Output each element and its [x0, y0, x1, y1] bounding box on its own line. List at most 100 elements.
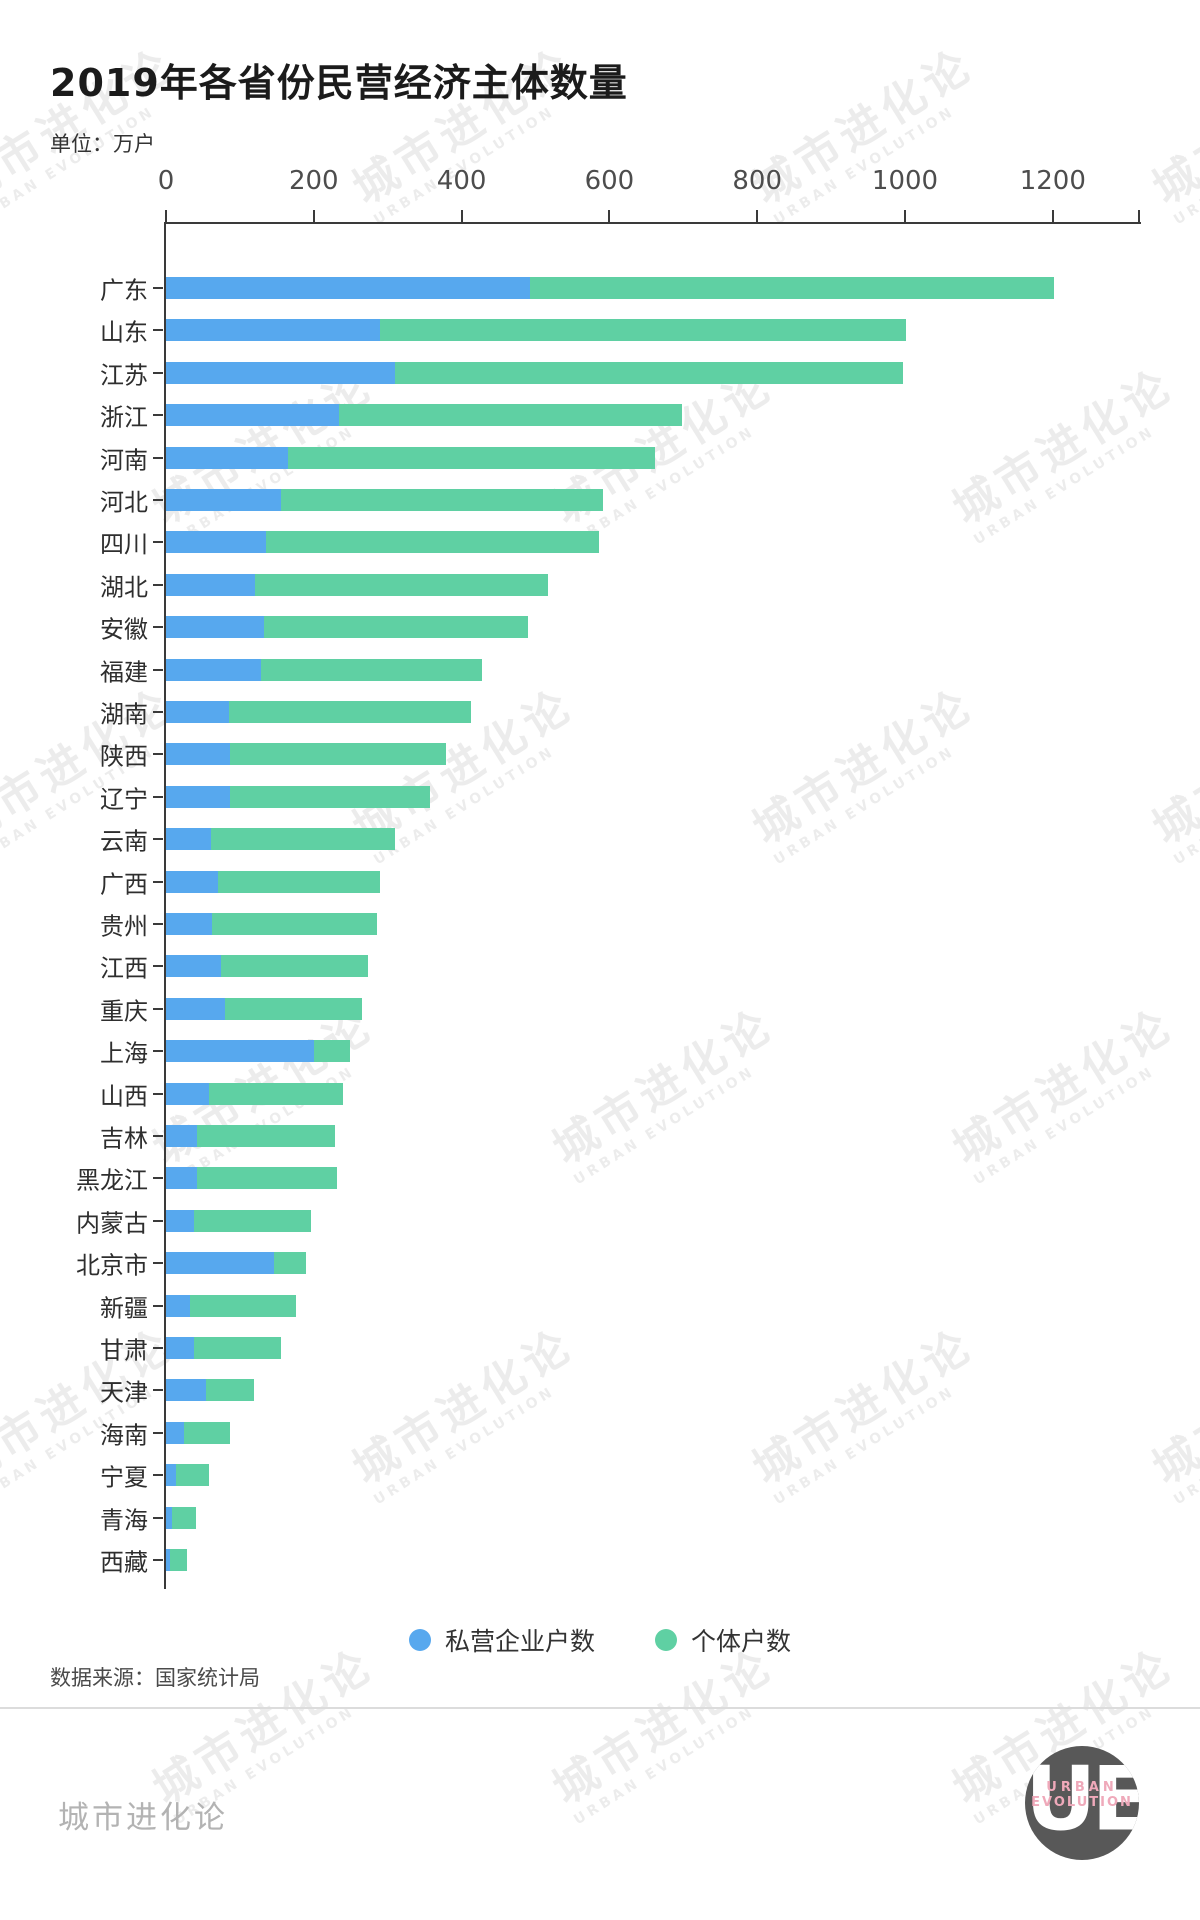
province-label: 广东: [100, 276, 148, 305]
province-label: 河北: [100, 488, 148, 517]
bar-segment-private: [166, 913, 212, 935]
province-label: 辽宁: [100, 785, 148, 814]
province-label: 吉林: [100, 1124, 148, 1153]
stacked-bar: [166, 277, 1054, 299]
bar-segment-private: [166, 277, 530, 299]
bar-segment-private: [166, 1294, 190, 1317]
legend-item-individual: 个体户数: [655, 1622, 791, 1658]
bar-segment-individual: [380, 319, 906, 342]
bar-segment-private: [166, 997, 226, 1020]
legend-label-individual: 个体户数: [691, 1627, 792, 1656]
legend-item-private: 私营企业户数: [408, 1622, 595, 1658]
bar-segment-individual: [189, 1294, 297, 1317]
stacked-bar: [166, 1549, 187, 1571]
y-axis-tick-mark: [153, 329, 163, 332]
chart-legend: 私营企业户数 个体户数: [0, 1622, 1200, 1658]
bar-segment-private: [166, 531, 266, 554]
x-axis-tick-mark: [165, 210, 167, 222]
province-label: 河南: [100, 446, 148, 475]
x-axis-tick-mark: [608, 210, 611, 222]
chart-row: 黑龙江: [76, 1167, 1141, 1195]
x-axis-tick-label: 800: [732, 166, 783, 196]
bar-segment-private: [166, 1252, 274, 1275]
bar-chart: 0 200 400 600 800 1000 1200 广东 山东 江苏 浙江 河南 河北 四川 湖北 安徽福…: [76, 166, 1141, 1589]
ue-logo-subtext: URBAN EVOLUTION: [1031, 1780, 1133, 1810]
y-axis-tick-mark: [153, 1516, 163, 1519]
chart-row: 海南: [100, 1421, 1141, 1449]
stacked-bar: [166, 1252, 306, 1275]
divider-line: [0, 1707, 1200, 1709]
stacked-bar: [166, 1421, 230, 1444]
chart-row: 浙江: [100, 404, 1141, 432]
bar-segment-individual: [220, 955, 368, 978]
stacked-bar: [166, 1464, 209, 1487]
chart-row: 新疆: [100, 1294, 1141, 1322]
bar-segment-individual: [211, 913, 378, 935]
bar-segment-individual: [230, 785, 430, 808]
y-axis-tick-mark: [153, 583, 163, 586]
y-axis-tick-mark: [153, 541, 163, 544]
bar-segment-private: [166, 701, 229, 723]
bar-segment-private: [166, 1379, 206, 1402]
stacked-bar: [166, 870, 380, 893]
stacked-bar: [166, 743, 447, 766]
chart-row: 湖南: [100, 701, 1141, 729]
province-label: 北京市: [76, 1251, 148, 1280]
bar-segment-private: [166, 1337, 195, 1359]
stacked-bar: [166, 785, 430, 808]
chart-row: 吉林: [100, 1125, 1141, 1153]
y-axis-tick-mark: [153, 1092, 163, 1095]
stacked-bar: [166, 1040, 350, 1063]
bar-segment-individual: [254, 573, 549, 596]
bar-segment-private: [166, 870, 219, 893]
y-axis-tick-mark: [153, 1135, 163, 1137]
y-axis-tick-mark: [153, 1304, 163, 1307]
y-axis-tick-mark: [153, 1347, 163, 1349]
bar-segment-individual: [183, 1421, 230, 1444]
bar-segment-individual: [169, 1549, 187, 1571]
y-axis-tick-mark: [153, 1219, 163, 1222]
bar-segment-private: [166, 489, 281, 511]
bar-segment-private: [166, 1549, 170, 1571]
province-label: 山西: [100, 1082, 148, 1111]
bar-segment-individual: [228, 701, 472, 723]
chart-row: 甘肃: [100, 1337, 1141, 1365]
province-label: 湖南: [100, 700, 148, 729]
province-label: 山东: [100, 318, 148, 347]
province-label: 四川: [100, 530, 148, 559]
bar-segment-individual: [338, 404, 682, 427]
y-axis-tick-mark: [153, 1559, 163, 1561]
y-axis-tick-mark: [153, 499, 163, 501]
province-label: 西藏: [100, 1548, 148, 1577]
bar-segment-individual: [225, 997, 362, 1020]
y-axis-tick-mark: [153, 1474, 163, 1477]
bar-segment-individual: [529, 277, 1054, 299]
bar-segment-private: [166, 404, 339, 427]
province-label: 湖北: [100, 573, 148, 602]
stacked-bar: [166, 361, 903, 384]
stacked-bar: [166, 446, 656, 469]
y-axis-tick-mark: [153, 371, 163, 374]
bar-segment-individual: [208, 1082, 344, 1105]
stacked-bar: [166, 828, 396, 851]
stacked-bar: [166, 658, 483, 681]
bar-segment-private: [166, 785, 231, 808]
bar-segment-private: [166, 1125, 198, 1147]
bar-segment-private: [166, 1167, 198, 1190]
legend-dot-individual: [655, 1629, 677, 1651]
chart-row: 陕西: [100, 743, 1141, 771]
bar-segment-private: [166, 446, 288, 469]
bar-segment-individual: [194, 1209, 311, 1232]
x-axis-tick-mark: [460, 210, 463, 222]
chart-row: 江西: [100, 955, 1141, 983]
province-label: 甘肃: [100, 1336, 148, 1365]
chart-row: 四川: [100, 531, 1141, 559]
chart-row: 安徽: [100, 616, 1141, 644]
y-axis-tick-mark: [153, 1007, 163, 1010]
bar-segment-individual: [287, 446, 656, 469]
